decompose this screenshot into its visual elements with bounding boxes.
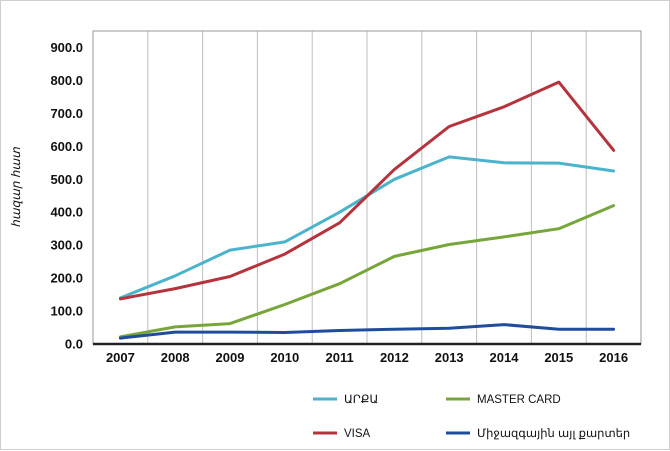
y-tick-label: 200.0 — [50, 271, 83, 286]
legend-label: Միջազգային այլ քարտեր — [477, 427, 630, 440]
x-tick-label: 2008 — [161, 350, 190, 365]
x-tick-label: 2015 — [544, 350, 573, 365]
x-tick-label: 2009 — [216, 350, 245, 365]
x-tick-label: 2016 — [599, 350, 628, 365]
x-tick-label: 2013 — [435, 350, 464, 365]
y-tick-label: 0.0 — [65, 337, 83, 352]
series-line — [118, 323, 616, 340]
x-tick-label: 2010 — [270, 350, 299, 365]
y-tick-label: 600.0 — [50, 139, 83, 154]
x-tick-label: 2007 — [106, 350, 135, 365]
y-tick-label: 700.0 — [50, 106, 83, 121]
x-tick-label: 2014 — [490, 350, 520, 365]
y-tick-label: 900.0 — [50, 40, 83, 55]
legend-label: VISA — [344, 428, 371, 440]
series-line — [118, 204, 616, 339]
y-tick-label: 100.0 — [50, 304, 83, 319]
legend-label: ԱՐՔԱ — [344, 394, 378, 406]
series-line — [118, 80, 616, 301]
y-tick-label: 800.0 — [50, 73, 83, 88]
y-axis-label: հազար հատ — [9, 146, 23, 228]
x-tick-label: 2012 — [380, 350, 409, 365]
y-tick-label: 400.0 — [50, 205, 83, 220]
x-tick-label: 2011 — [325, 350, 353, 365]
y-tick-label: 500.0 — [50, 172, 83, 187]
legend-label: MASTER CARD — [477, 394, 561, 406]
y-tick-label: 300.0 — [50, 238, 83, 253]
